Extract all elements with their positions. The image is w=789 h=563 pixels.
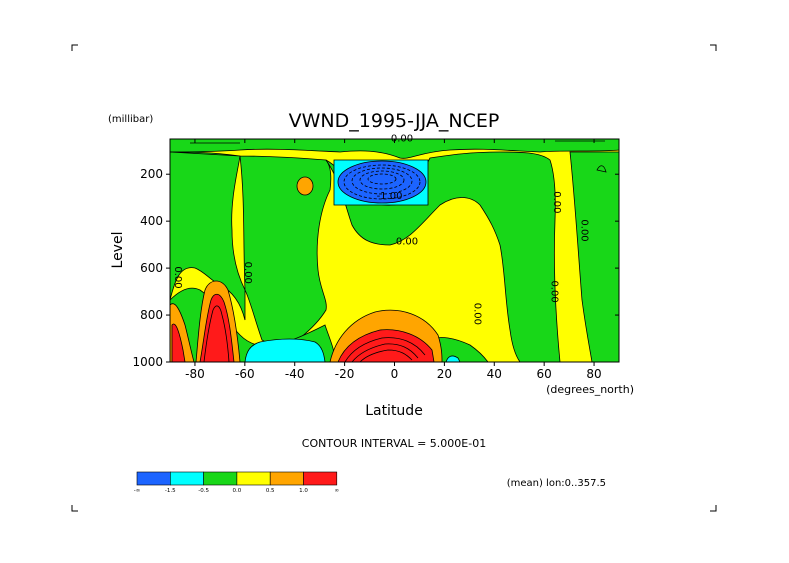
chart-title: VWND_1995-JJA_NCEP [289, 110, 500, 132]
y-tick-label: 600 [140, 261, 163, 275]
y-axis: 200 400 600 800 1000 [132, 167, 619, 369]
orange-patch-upper [296, 176, 314, 196]
y-tick-label: 1000 [132, 355, 163, 369]
contour-label: 0.00 [471, 303, 482, 325]
colorbar-swatch [236, 471, 271, 486]
contour-label: 0.00 [242, 262, 253, 284]
green-region-surface [429, 337, 489, 362]
y-tick-label: 200 [140, 167, 163, 181]
contour-interval-text: CONTOUR INTERVAL = 5.000E-01 [302, 437, 486, 450]
colorbar-label: 0.5 [266, 488, 275, 494]
crop-marks [71, 44, 717, 512]
x-tick-label: 80 [586, 367, 601, 381]
y-tick-label: 800 [140, 308, 163, 322]
colorbar-label: -0.5 [198, 488, 209, 494]
colorbar-label: 0.0 [233, 488, 242, 494]
colorbar-label: 1.0 [299, 488, 308, 494]
contour-label: 0.00 [579, 219, 590, 241]
y-tick-label: 400 [140, 214, 163, 228]
contour-label: 0.00 [551, 191, 562, 213]
colorbar-label: ∞ [335, 488, 340, 494]
positive-towers [170, 280, 241, 362]
x-tick-label: 0 [391, 367, 399, 381]
x-tick-label: -60 [235, 367, 255, 381]
negative-jet [333, 159, 429, 206]
green-region-left [170, 151, 332, 346]
contour-label: 0.00 [396, 237, 418, 248]
colorbar-swatch [303, 471, 338, 486]
colorbar-swatch [136, 471, 171, 486]
x-tick-label: 60 [537, 367, 552, 381]
x-tick-label: -20 [335, 367, 355, 381]
contour-label: 0.00 [549, 280, 560, 302]
x-tick-label: -80 [185, 367, 205, 381]
contour-label: -1.00 [377, 191, 403, 202]
contour-label: 0.00 [172, 266, 183, 288]
x-tick-label: 20 [437, 367, 452, 381]
colorbar-swatch [170, 471, 204, 486]
x-axis-label: Latitude [365, 403, 423, 419]
positive-surface-max [329, 309, 443, 362]
x-units-label: (degrees_north) [546, 383, 634, 396]
colorbar-swatch [269, 471, 304, 486]
plot-area [169, 138, 620, 363]
y-units-label: (millibar) [108, 114, 153, 125]
y-axis-label: Level [110, 232, 126, 269]
green-region-top [170, 139, 619, 159]
cyan-region-small [445, 355, 461, 362]
contour-labels: 0.00 -1.00 0.00 0.00 0.00 0.00 0.00 0.00 0.00 [172, 133, 590, 325]
colorbar-label: -1.5 [165, 488, 176, 494]
colorbar: -∞ -1.5 -0.5 0.0 0.5 1.0 ∞ [134, 471, 340, 494]
colorbar-swatch [203, 471, 238, 486]
x-tick-label: -40 [285, 367, 305, 381]
cyan-region-surface [244, 338, 326, 362]
green-region-far-right [569, 151, 619, 362]
x-tick-label: 40 [487, 367, 502, 381]
x-axis: -80 -60 -40 -20 0 20 40 60 80 [185, 139, 602, 381]
colorbar-label: -∞ [134, 488, 141, 494]
contour-label: 0.00 [391, 133, 413, 144]
mean-note-text: (mean) lon:0..357.5 [507, 478, 606, 489]
